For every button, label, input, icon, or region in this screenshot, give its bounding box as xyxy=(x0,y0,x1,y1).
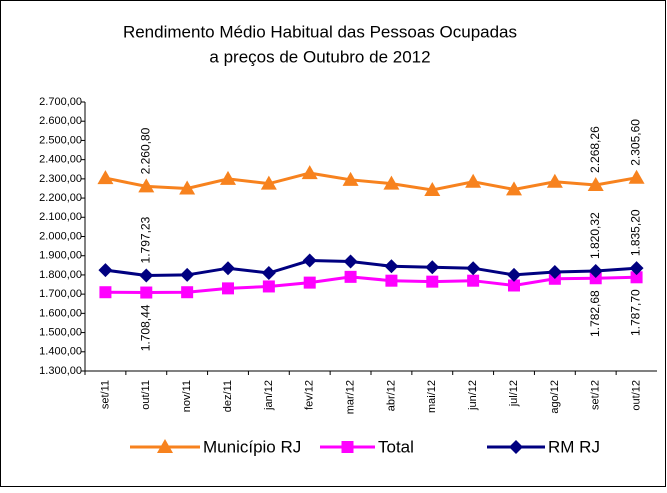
y-tick-label: 2.000,00 xyxy=(39,230,82,242)
x-tick-label: fev/12 xyxy=(304,380,316,410)
data-point xyxy=(343,254,358,269)
data-point xyxy=(220,170,236,185)
data-point xyxy=(546,173,563,188)
series-line xyxy=(105,259,637,277)
data-point xyxy=(344,270,357,283)
data-label: 1.782,68 xyxy=(588,290,602,337)
x-tick-label: jun/12 xyxy=(467,380,479,411)
data-point xyxy=(303,276,316,289)
y-tick-label: 2.600,00 xyxy=(39,115,82,127)
data-point xyxy=(180,267,195,282)
data-point xyxy=(424,182,441,197)
x-tick-label: ago/12 xyxy=(549,380,561,414)
data-point xyxy=(465,173,482,188)
legend-marker xyxy=(157,439,173,453)
series-line xyxy=(105,275,637,295)
data-point xyxy=(342,171,359,186)
data-point xyxy=(629,261,644,276)
x-tick-label: set/11 xyxy=(99,380,111,409)
data-point xyxy=(139,268,154,283)
data-point xyxy=(98,263,113,278)
y-tick-label: 1.500,00 xyxy=(39,326,82,338)
x-tick-label: dez/11 xyxy=(222,380,234,412)
legend-label: RM RJ xyxy=(548,437,600,456)
data-label: 1.797,23 xyxy=(138,216,152,263)
data-point xyxy=(630,271,643,284)
legend-label: Total xyxy=(378,437,414,456)
data-point xyxy=(588,264,603,279)
chart-subtitle: a preços de Outubro de 2012 xyxy=(209,47,430,66)
data-point xyxy=(261,266,276,281)
data-point xyxy=(383,175,400,190)
x-tick-label: out/12 xyxy=(630,380,642,411)
data-point xyxy=(179,180,196,195)
data-label: 2.268,26 xyxy=(588,126,602,173)
data-point xyxy=(426,275,439,288)
y-tick-label: 1.800,00 xyxy=(39,269,82,281)
data-point xyxy=(507,267,521,282)
data-point xyxy=(508,279,520,292)
data-point xyxy=(302,253,317,268)
data-point xyxy=(181,286,194,299)
legend-marker xyxy=(509,440,523,454)
y-tick-label: 2.200,00 xyxy=(39,192,82,204)
y-tick-label: 1.300,00 xyxy=(39,365,82,377)
data-point xyxy=(385,274,398,287)
data-point xyxy=(222,282,234,295)
data-point xyxy=(384,259,399,274)
series-line xyxy=(105,171,637,192)
x-tick-label: jan/12 xyxy=(263,380,275,411)
data-label: 1.835,20 xyxy=(629,209,643,256)
data-point xyxy=(547,265,562,280)
data-point xyxy=(587,176,604,191)
y-tick-label: 1.700,00 xyxy=(39,288,82,300)
data-point xyxy=(138,178,155,193)
data-point xyxy=(262,280,275,293)
data-point xyxy=(97,170,114,185)
x-tick-label: nov/11 xyxy=(181,380,193,412)
y-tick-label: 2.100,00 xyxy=(39,211,82,223)
chart-title: Rendimento Médio Habitual das Pessoas Oc… xyxy=(123,22,517,41)
data-point xyxy=(589,272,602,285)
y-tick-label: 1.400,00 xyxy=(39,346,82,358)
data-point xyxy=(467,274,480,287)
data-point xyxy=(221,261,235,276)
x-tick-label: out/11 xyxy=(140,380,152,410)
data-point xyxy=(99,286,112,299)
legend-label: Município RJ xyxy=(203,437,301,456)
y-tick-label: 2.400,00 xyxy=(39,154,82,166)
legend-marker xyxy=(341,441,354,453)
x-tick-label: jul/12 xyxy=(508,380,520,407)
y-tick-label: 1.900,00 xyxy=(39,250,82,262)
y-tick-label: 2.500,00 xyxy=(39,134,82,146)
data-point xyxy=(425,260,440,275)
y-tick-label: 1.600,00 xyxy=(39,307,82,319)
data-label: 1.820,32 xyxy=(588,212,602,259)
data-point xyxy=(260,175,277,190)
x-tick-label: mar/12 xyxy=(344,380,356,414)
data-point xyxy=(466,261,481,276)
data-label: 1.787,70 xyxy=(629,289,643,336)
x-tick-label: mai/12 xyxy=(426,380,438,413)
data-label: 2.305,60 xyxy=(629,119,643,166)
y-tick-label: 2.300,00 xyxy=(39,173,82,185)
x-tick-label: set/12 xyxy=(590,380,602,410)
y-tick-label: 2.700,00 xyxy=(39,96,82,108)
x-tick-label: abr/12 xyxy=(385,380,397,411)
data-point xyxy=(140,286,153,299)
data-point xyxy=(628,169,645,184)
data-label: 1.708,44 xyxy=(138,304,152,351)
data-point xyxy=(301,165,318,180)
data-point xyxy=(506,181,522,196)
data-label: 2.260,80 xyxy=(138,127,152,174)
